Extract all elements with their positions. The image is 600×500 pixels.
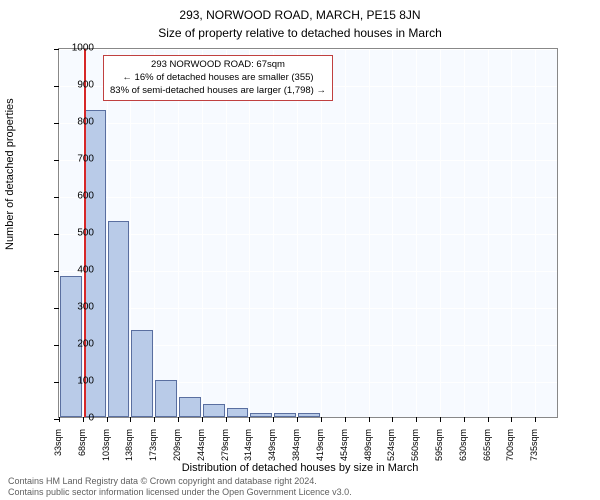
grid-line-h (59, 419, 557, 420)
x-tick-label: 384sqm (291, 429, 301, 479)
grid-line-v (249, 49, 250, 417)
grid-line-v (273, 49, 274, 417)
grid-line-h (59, 49, 557, 50)
x-tick (535, 417, 536, 422)
grid-line-v (464, 49, 465, 417)
grid-line-h (59, 160, 557, 161)
x-tick-label: 419sqm (315, 429, 325, 479)
x-tick (273, 417, 274, 422)
x-tick-label: 454sqm (339, 429, 349, 479)
x-tick (321, 417, 322, 422)
x-tick-label: 103sqm (101, 429, 111, 479)
grid-line-v (416, 49, 417, 417)
grid-line-v (297, 49, 298, 417)
x-tick (249, 417, 250, 422)
histogram-bar (250, 413, 272, 417)
x-tick (440, 417, 441, 422)
x-tick-label: 279sqm (220, 429, 230, 479)
x-tick (297, 417, 298, 422)
x-tick (369, 417, 370, 422)
annotation-line-3: 83% of semi-detached houses are larger (… (110, 85, 326, 98)
x-tick (464, 417, 465, 422)
page-title: 293, NORWOOD ROAD, MARCH, PE15 8JN (0, 0, 600, 22)
grid-line-h (59, 197, 557, 198)
grid-line-h (59, 271, 557, 272)
y-axis-label: Number of detached properties (4, 98, 16, 250)
grid-line-v (488, 49, 489, 417)
grid-line-v (178, 49, 179, 417)
x-tick-label: 595sqm (434, 429, 444, 479)
y-tick-label: 300 (54, 302, 94, 313)
y-tick-label: 0 (54, 413, 94, 424)
x-tick (416, 417, 417, 422)
chart-area: 293 NORWOOD ROAD: 67sqm← 16% of detached… (58, 48, 558, 418)
x-tick (130, 417, 131, 422)
x-tick-label: 665sqm (482, 429, 492, 479)
x-tick (202, 417, 203, 422)
y-tick-label: 100 (54, 376, 94, 387)
histogram-bar (274, 413, 296, 417)
grid-line-h (59, 308, 557, 309)
x-tick-label: 314sqm (243, 429, 253, 479)
footer-line-2: Contains public sector information licen… (8, 487, 352, 498)
histogram-bar (298, 413, 320, 417)
x-tick (392, 417, 393, 422)
x-tick-label: 173sqm (148, 429, 158, 479)
histogram-bar (179, 397, 201, 417)
x-tick-label: 244sqm (196, 429, 206, 479)
y-tick-label: 1000 (54, 43, 94, 54)
grid-line-v (535, 49, 536, 417)
histogram-bar (227, 408, 249, 417)
x-tick (107, 417, 108, 422)
grid-line-h (59, 234, 557, 235)
y-tick-label: 500 (54, 228, 94, 239)
x-tick-label: 700sqm (505, 429, 515, 479)
x-tick-label: 524sqm (386, 429, 396, 479)
y-tick-label: 200 (54, 339, 94, 350)
x-tick (345, 417, 346, 422)
grid-line-v (202, 49, 203, 417)
histogram-bar (155, 380, 177, 417)
grid-line-v (345, 49, 346, 417)
grid-line-v (321, 49, 322, 417)
x-tick (178, 417, 179, 422)
x-tick (226, 417, 227, 422)
annotation-line-1: 293 NORWOOD ROAD: 67sqm (110, 59, 326, 72)
y-tick-label: 900 (54, 80, 94, 91)
histogram-bar (203, 404, 225, 417)
x-tick-label: 630sqm (458, 429, 468, 479)
annotation-line-2: ← 16% of detached houses are smaller (35… (110, 72, 326, 85)
x-tick-label: 209sqm (172, 429, 182, 479)
y-tick-label: 400 (54, 265, 94, 276)
grid-line-v (392, 49, 393, 417)
histogram-bar (131, 330, 153, 417)
x-tick-label: 349sqm (267, 429, 277, 479)
x-tick-label: 138sqm (124, 429, 134, 479)
x-tick (488, 417, 489, 422)
page-subtitle: Size of property relative to detached ho… (0, 22, 600, 40)
histogram-bar (108, 221, 130, 417)
grid-line-v (511, 49, 512, 417)
grid-line-v (226, 49, 227, 417)
grid-line-v (154, 49, 155, 417)
x-tick-label: 68sqm (77, 429, 87, 479)
x-tick (511, 417, 512, 422)
x-tick-label: 489sqm (363, 429, 373, 479)
grid-line-h (59, 123, 557, 124)
y-tick-label: 600 (54, 191, 94, 202)
plot-area: 293 NORWOOD ROAD: 67sqm← 16% of detached… (58, 48, 558, 418)
grid-line-v (440, 49, 441, 417)
annotation-box: 293 NORWOOD ROAD: 67sqm← 16% of detached… (103, 55, 333, 101)
grid-line-v (369, 49, 370, 417)
x-tick-label: 735sqm (529, 429, 539, 479)
x-tick-label: 560sqm (410, 429, 420, 479)
x-tick-label: 33sqm (53, 429, 63, 479)
x-tick (154, 417, 155, 422)
y-tick-label: 700 (54, 154, 94, 165)
y-tick-label: 800 (54, 117, 94, 128)
